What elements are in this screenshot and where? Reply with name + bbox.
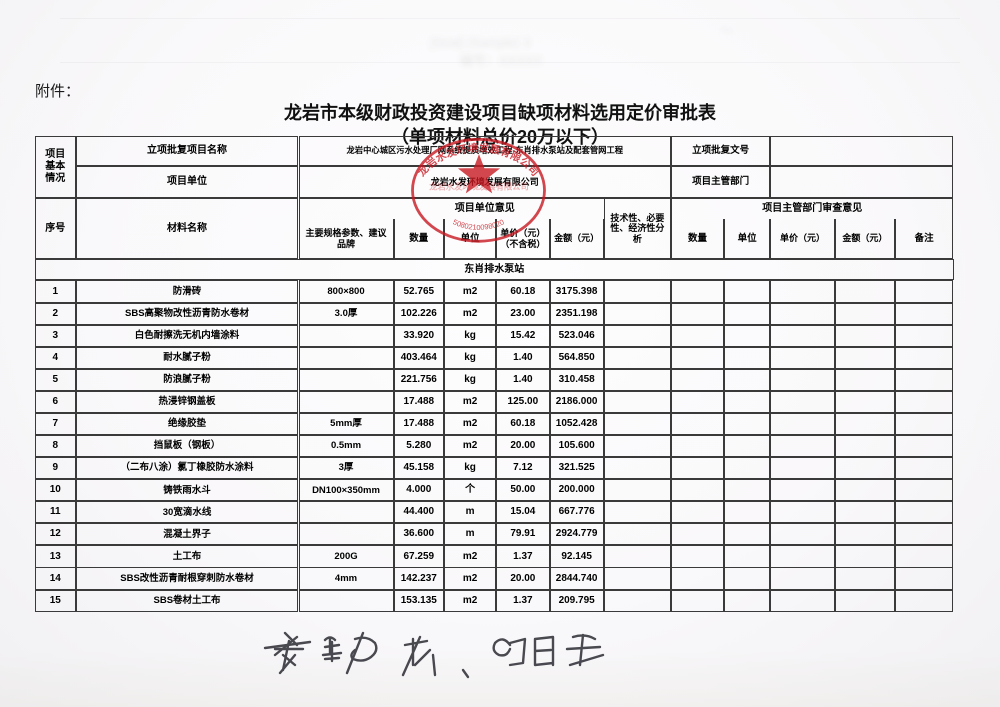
svg-text:5080210098020: 5080210098020 <box>451 217 505 232</box>
svg-text:龙岩水发环境发展有限公司: 龙岩水发环境发展有限公司 <box>428 182 529 192</box>
